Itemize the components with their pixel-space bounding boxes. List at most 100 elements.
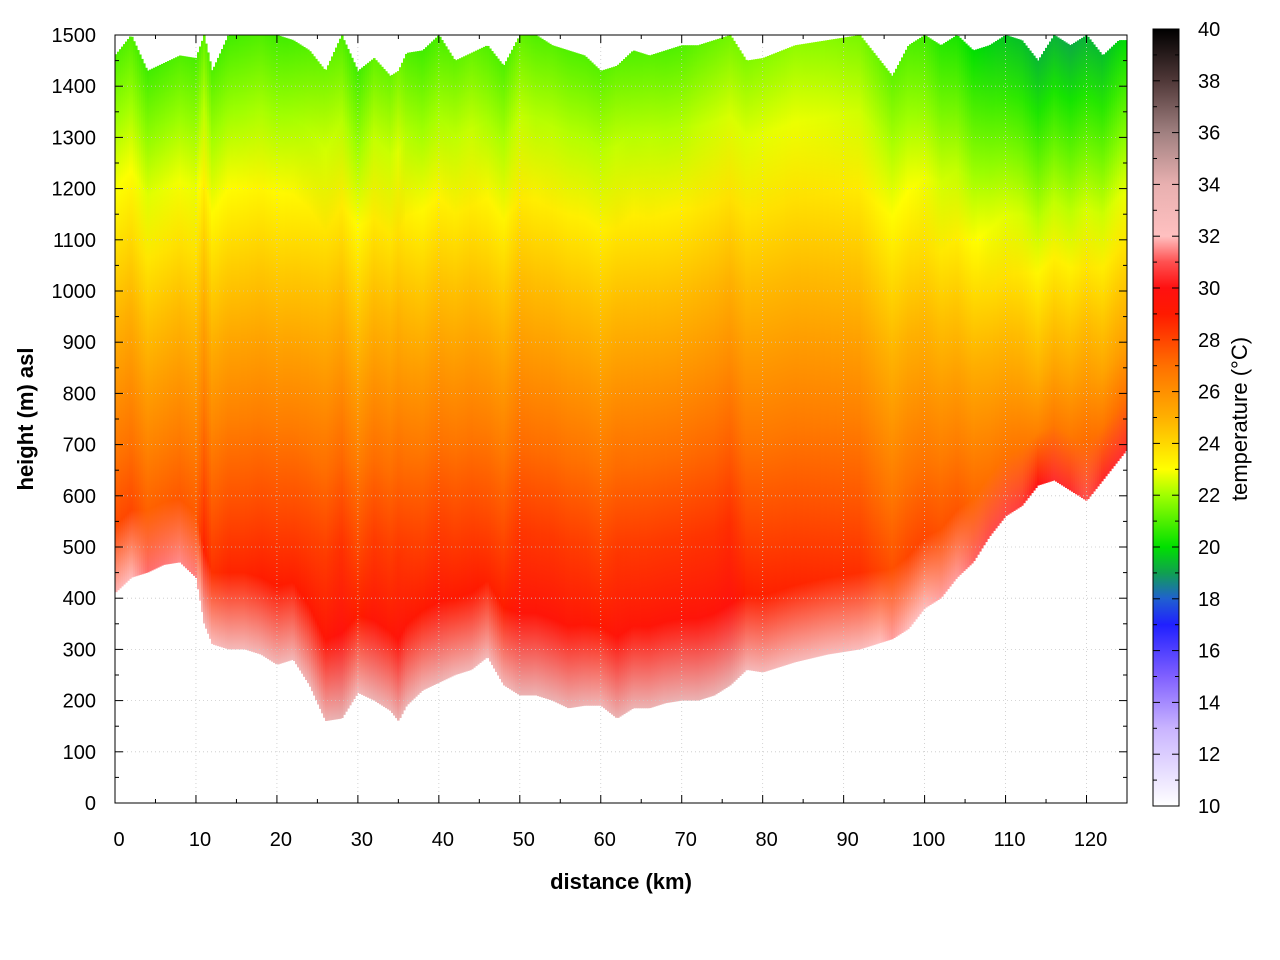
temperature-strip xyxy=(395,72,398,719)
colorbar-tick-label: 24 xyxy=(1198,433,1220,455)
temperature-strip xyxy=(493,53,496,669)
temperature-strip xyxy=(227,35,230,650)
temperature-strip xyxy=(769,55,772,671)
temperature-strip xyxy=(1009,36,1012,514)
temperature-strip xyxy=(251,35,254,652)
temperature-strip xyxy=(259,35,262,655)
temperature-strip xyxy=(161,63,164,566)
temperature-strip xyxy=(461,57,464,673)
temperature-strip xyxy=(291,39,294,660)
temperature-strip xyxy=(507,57,510,689)
temperature-strip xyxy=(307,49,310,684)
temperature-strip xyxy=(175,57,178,563)
temperature-strip xyxy=(471,52,474,670)
temperature-strip xyxy=(235,35,238,650)
temperature-strip xyxy=(693,45,696,701)
temperature-strip xyxy=(569,50,572,709)
colorbar-tick-label: 32 xyxy=(1198,226,1220,248)
temperature-strip xyxy=(119,49,122,589)
temperature-strip xyxy=(741,53,744,675)
temperature-strip xyxy=(667,49,670,703)
temperature-strip xyxy=(339,38,342,719)
temperature-strip xyxy=(729,35,732,686)
temperature-strip xyxy=(1061,39,1064,486)
temperature-strip xyxy=(349,53,352,706)
temperature-strip xyxy=(743,56,746,673)
temperature-strip xyxy=(1013,37,1016,511)
temperature-strip xyxy=(831,39,834,654)
temperature-strip xyxy=(1041,54,1044,485)
temperature-strip xyxy=(403,58,406,711)
temperature-strip xyxy=(851,36,854,651)
temperature-strip xyxy=(171,59,174,564)
temperature-strip xyxy=(1035,58,1038,489)
temperature-strip xyxy=(843,37,846,652)
temperature-strip xyxy=(397,71,400,721)
temperature-strip xyxy=(309,51,312,687)
temperature-strip xyxy=(203,35,206,624)
colorbar-fill xyxy=(1152,28,1180,807)
temperature-strip xyxy=(785,48,788,666)
temperature-strip xyxy=(319,63,322,709)
temperature-strip xyxy=(467,54,470,671)
y-tick-label: 800 xyxy=(63,383,96,405)
temperature-strip xyxy=(1101,54,1104,482)
temperature-strip xyxy=(725,36,728,688)
temperature-strip xyxy=(513,46,516,692)
temperature-strip xyxy=(727,35,730,687)
temperature-strip xyxy=(249,35,252,652)
temperature-strip xyxy=(675,47,678,702)
temperature-strip xyxy=(793,45,796,663)
temperature-strip xyxy=(589,60,592,706)
temperature-strip xyxy=(453,58,456,676)
temperature-strip xyxy=(597,68,600,706)
y-tick-label: 1100 xyxy=(53,230,96,252)
colorbar-tick-label: 34 xyxy=(1198,174,1220,196)
temperature-strip xyxy=(429,43,432,687)
temperature-strip xyxy=(215,62,218,646)
temperature-strip xyxy=(519,35,522,696)
temperature-strip xyxy=(689,45,692,701)
temperature-strip xyxy=(825,40,828,655)
temperature-strip xyxy=(733,40,736,682)
temperature-strip xyxy=(637,51,640,709)
temperature-strip xyxy=(1045,47,1048,484)
temperature-strip xyxy=(795,45,798,662)
temperature-strip xyxy=(723,36,726,690)
temperature-strip xyxy=(1049,41,1052,482)
temperature-strip xyxy=(419,50,422,693)
temperature-strip xyxy=(775,52,778,669)
y-tick-label: 1500 xyxy=(52,25,97,47)
temperature-strip xyxy=(881,63,884,643)
temperature-strip xyxy=(487,45,490,659)
temperature-strip xyxy=(669,48,672,703)
temperature-strip xyxy=(1021,40,1024,506)
temperature-strip xyxy=(323,68,326,718)
temperature-strip xyxy=(799,44,802,662)
temperature-strip xyxy=(541,38,544,698)
temperature-strip xyxy=(937,43,940,600)
temperature-strip xyxy=(553,45,556,702)
temperature-strip xyxy=(481,47,484,662)
temperature-strip xyxy=(311,53,314,692)
temperature-strip xyxy=(457,59,460,675)
temperature-strip xyxy=(811,42,814,659)
colorbar-tick-label: 40 xyxy=(1198,19,1220,41)
temperature-strip xyxy=(593,64,596,706)
temperature-strip xyxy=(819,41,822,657)
temperature-strip xyxy=(1019,39,1022,508)
temperature-strip xyxy=(477,49,480,665)
temperature-strip xyxy=(131,36,134,578)
temperature-strip xyxy=(605,69,608,710)
temperature-strip xyxy=(697,45,700,701)
temperature-strip xyxy=(595,66,598,706)
temperature-strip xyxy=(919,37,922,615)
y-tick-label: 700 xyxy=(63,435,96,457)
temperature-strip xyxy=(563,48,566,707)
temperature-strip xyxy=(887,70,890,641)
temperature-strip xyxy=(141,58,144,575)
temperature-strip xyxy=(277,35,280,665)
temperature-strip xyxy=(699,44,702,700)
temperature-strip xyxy=(585,56,588,706)
temperature-strip xyxy=(543,40,546,699)
